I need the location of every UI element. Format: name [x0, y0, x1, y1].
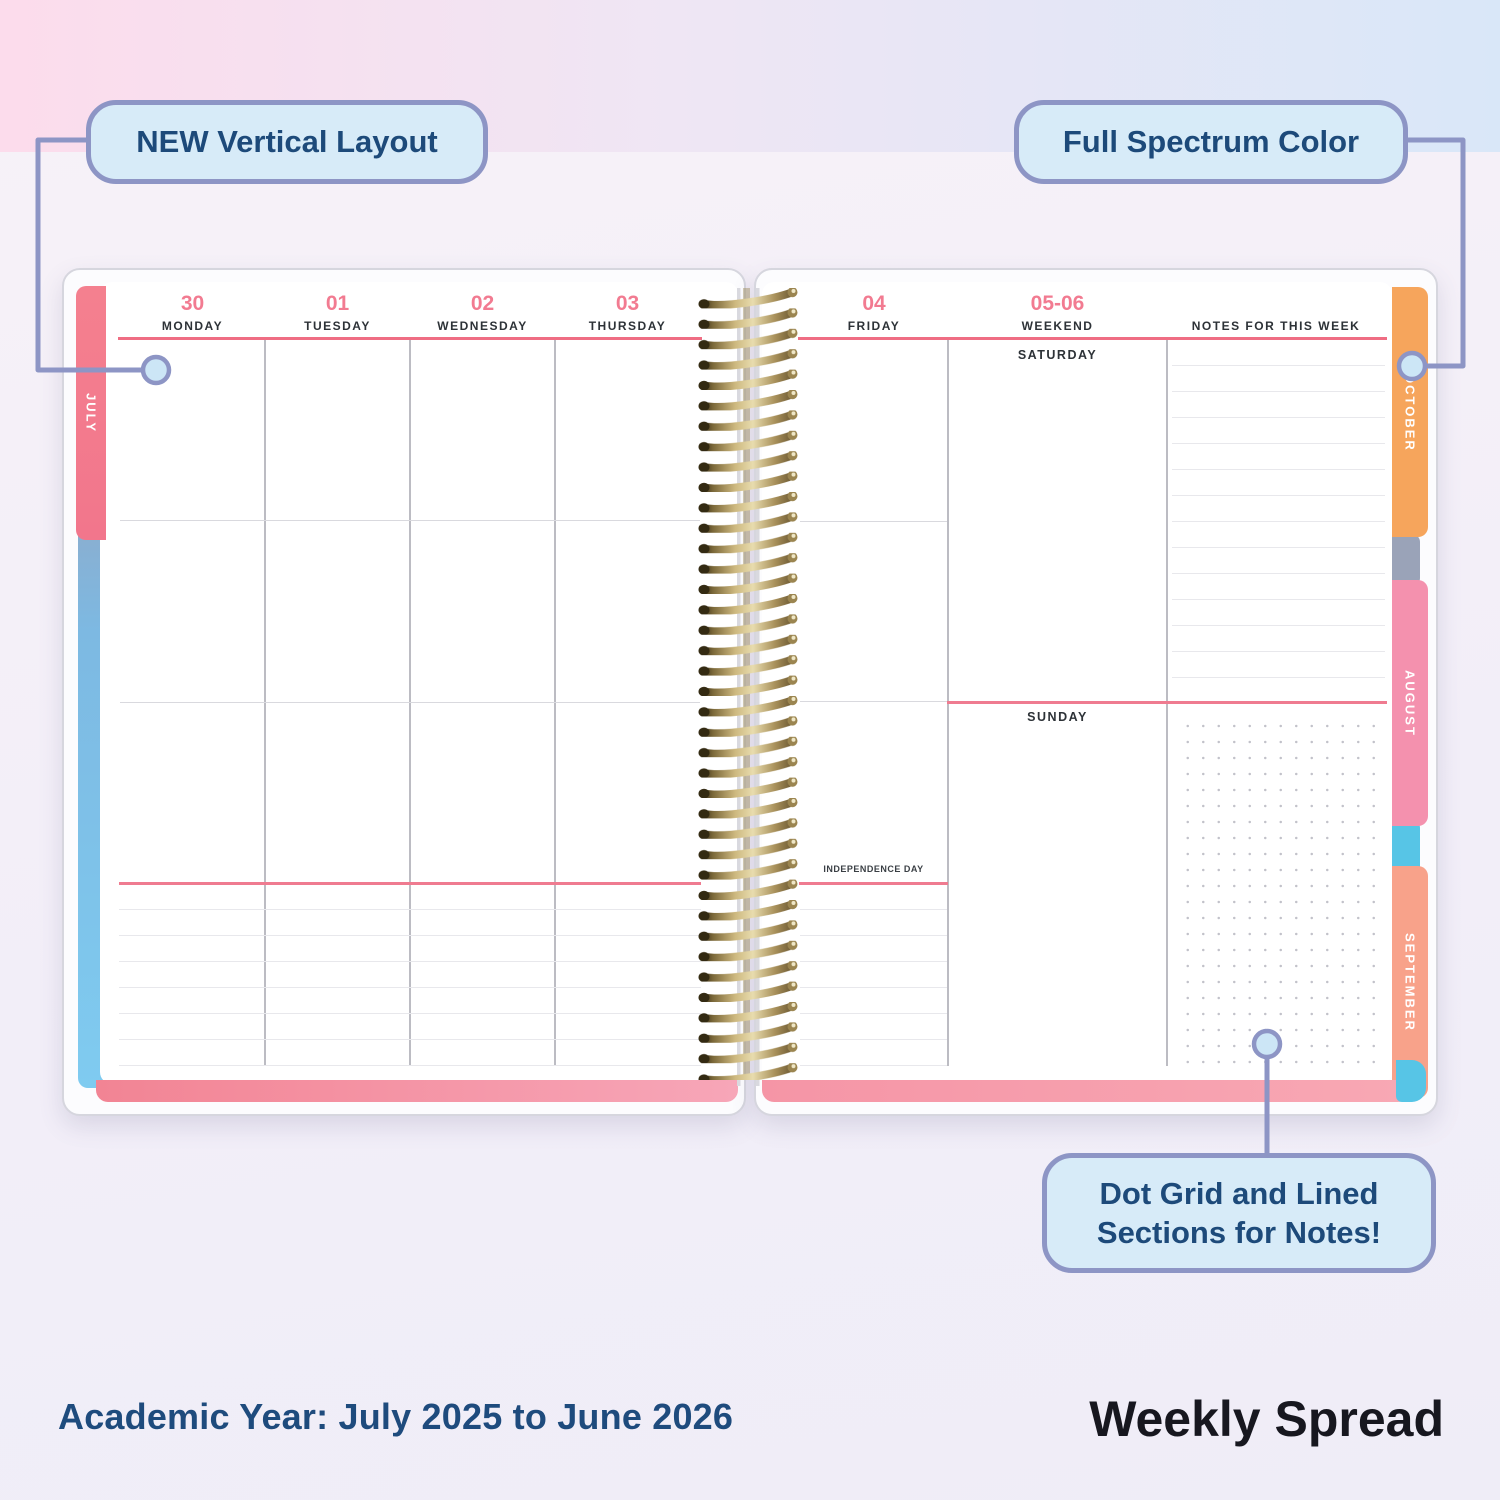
- weekend-divider-rule: [947, 701, 1387, 704]
- section-line: [800, 701, 947, 702]
- day-number-friday: 04: [862, 292, 886, 315]
- callout-full-spectrum: Full Spectrum Color: [1014, 100, 1408, 184]
- academic-year-label: Academic Year: July 2025 to June 2026: [58, 1396, 734, 1437]
- section-line: [800, 521, 947, 522]
- header-rule-left: [118, 337, 702, 340]
- weekly-spread-label: Weekly Spread: [1089, 1391, 1444, 1447]
- notes-lined-section: [1172, 340, 1385, 682]
- saturday-label: SATURDAY: [1017, 348, 1098, 362]
- column-divider: [554, 340, 556, 1066]
- callout-vertical-layout: NEW Vertical Layout: [86, 100, 488, 184]
- notes-dot-grid: [1176, 712, 1386, 1064]
- day-number-thursday: 03: [615, 292, 640, 315]
- column-divider: [409, 340, 411, 1066]
- todo-rule-friday: [799, 882, 948, 885]
- day-name-weekend: WEEKEND: [1021, 319, 1094, 333]
- lined-section-friday: [800, 884, 947, 1067]
- tab-july: JULY: [76, 286, 106, 540]
- pointer-dot-right: [1396, 350, 1428, 382]
- day-number-weekend: 05-06: [1030, 292, 1085, 315]
- day-name-tuesday: TUESDAY: [304, 319, 371, 333]
- holiday-label: INDEPENDENCE DAY: [823, 864, 924, 874]
- cyan-corner-curl: [1396, 1060, 1426, 1102]
- connector-left: [35, 137, 143, 373]
- day-name-friday: FRIDAY: [847, 319, 901, 333]
- column-divider: [264, 340, 266, 1066]
- tab-october: OCTOBER: [1392, 287, 1428, 537]
- section-line: [120, 702, 700, 703]
- tab-september: SEPTEMBER: [1392, 866, 1428, 1098]
- day-number-monday: 30: [180, 292, 205, 315]
- day-name-monday: MONDAY: [161, 319, 224, 333]
- pointer-dot-left: [140, 354, 172, 386]
- day-name-thursday: THURSDAY: [588, 319, 667, 333]
- page-edge-cyan: [1392, 820, 1420, 874]
- lined-section-left: [119, 884, 701, 1067]
- pointer-dot-bottom: [1251, 1028, 1283, 1060]
- tab-august: AUGUST: [1392, 580, 1428, 826]
- bottom-band-right: [762, 1080, 1410, 1102]
- callout-dot-grid: Dot Grid and Lined Sections for Notes!: [1042, 1153, 1436, 1273]
- page-edge-gray: [1392, 534, 1420, 586]
- day-name-wednesday: WEDNESDAY: [437, 319, 528, 333]
- day-number-wednesday: 02: [470, 292, 495, 315]
- notes-header: NOTES FOR THIS WEEK: [1191, 319, 1361, 333]
- day-number-tuesday: 01: [325, 292, 350, 315]
- connector-right: [1406, 137, 1466, 369]
- section-line: [120, 520, 700, 521]
- sunday-label: SUNDAY: [1027, 710, 1088, 724]
- spiral-binding: [692, 288, 806, 1086]
- todo-rule-left: [119, 882, 701, 885]
- bottom-band-left: [96, 1080, 738, 1102]
- header-rule-right: [798, 337, 1387, 340]
